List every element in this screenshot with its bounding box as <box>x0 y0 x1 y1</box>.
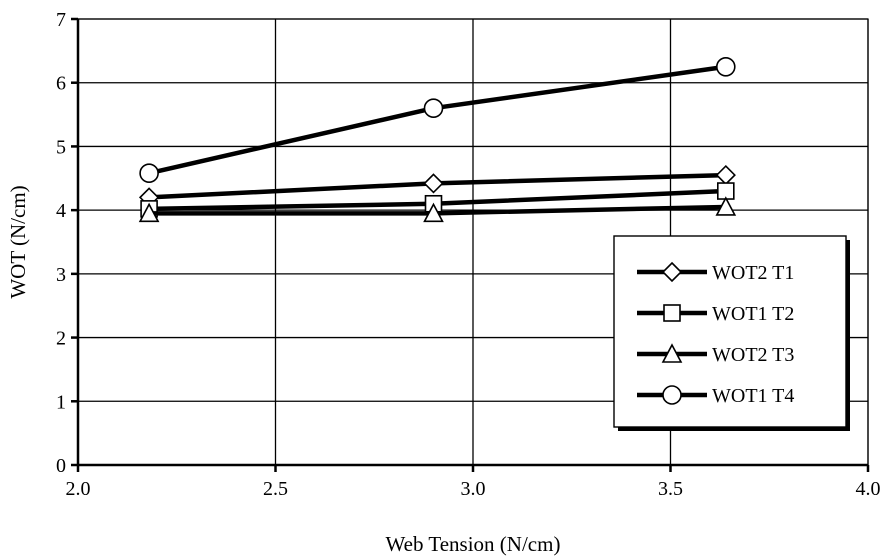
series-wot2-t3 <box>138 196 737 223</box>
x-axis-title: Web Tension (N/cm) <box>386 532 561 556</box>
data-point-circle-marker <box>423 98 444 118</box>
x-tick-label: 4.0 <box>856 478 881 500</box>
data-point-circle-marker <box>715 56 736 77</box>
tick-labels: 0 1 2 3 4 5 6 7 2.0 2.5 3.0 3.5 4.0 <box>56 9 881 500</box>
y-tick-label: 7 <box>56 9 66 31</box>
y-tick-label: 6 <box>56 73 66 95</box>
x-tick-label: 2.0 <box>66 478 91 500</box>
legend-label: WOT2 T1 <box>712 262 794 284</box>
data-point-triangle-marker <box>715 196 737 216</box>
data-point-triangle-marker <box>138 202 160 223</box>
y-tick-label: 5 <box>56 136 66 158</box>
legend-label: WOT1 T4 <box>712 385 794 407</box>
x-tick-label: 3.0 <box>461 478 486 500</box>
x-tick-label: 3.5 <box>658 478 683 500</box>
series-layer <box>138 56 737 223</box>
legend-entry: WOT2 T3 <box>637 343 794 366</box>
y-tick-label: 3 <box>56 264 66 286</box>
data-point-circle-marker <box>139 163 159 183</box>
y-tick-label: 2 <box>56 328 66 350</box>
x-tick-label: 2.5 <box>263 478 288 500</box>
legend-entry: WOT1 T2 <box>637 303 794 325</box>
legend: WOT2 T1 WOT1 T2 WOT2 T3 WOT1 T4 <box>613 235 850 431</box>
legend-label: WOT2 T3 <box>712 344 794 366</box>
y-tick-label: 0 <box>56 455 66 477</box>
legend-diamond-marker <box>661 261 683 283</box>
legend-entry: WOT2 T1 <box>637 261 794 284</box>
legend-square-marker <box>663 304 681 322</box>
y-tick-label: 1 <box>56 391 66 413</box>
legend-triangle-marker <box>661 343 683 363</box>
data-point-diamond-marker <box>423 173 444 194</box>
y-axis-title: WOT (N/cm) <box>6 185 30 298</box>
data-point-triangle-marker <box>423 202 444 223</box>
legend-circle-marker <box>662 385 682 405</box>
legend-entry: WOT1 T4 <box>637 385 794 407</box>
axes <box>71 17 870 472</box>
y-tick-label: 4 <box>56 200 66 222</box>
series-wot1-t4 <box>139 56 736 183</box>
legend-label: WOT1 T2 <box>712 303 794 325</box>
